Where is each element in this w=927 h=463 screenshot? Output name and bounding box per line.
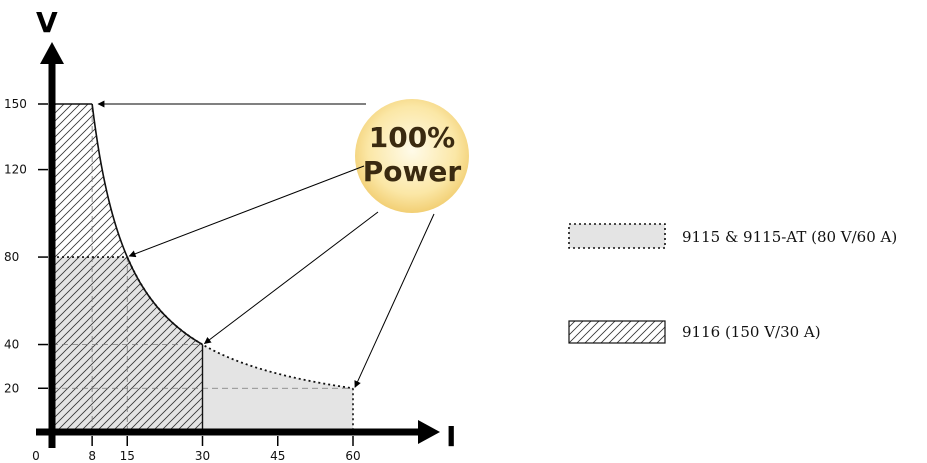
power-badge xyxy=(355,99,469,213)
legend-label-9115: 9115 & 9115-AT (80 V/60 A) xyxy=(682,228,897,246)
axes: V I 20 40 80 120 150 0 8 15 30 45 60 xyxy=(4,6,456,463)
annotation: 100%Power xyxy=(97,99,469,388)
power-arrow-3 xyxy=(354,213,435,388)
x-tick-label-0: 0 xyxy=(32,449,40,463)
x-tick-label-15: 15 xyxy=(120,449,135,463)
y-tick-label-80: 80 xyxy=(4,250,19,264)
legend-swatch-9116 xyxy=(568,320,666,344)
y-tick-label-150: 150 xyxy=(4,97,27,111)
y-tick-label-120: 120 xyxy=(4,163,27,177)
power-badge-line1: 100% xyxy=(369,121,456,154)
y-axis-arrowhead xyxy=(40,42,64,64)
legend-swatch-9115 xyxy=(568,223,666,249)
x-axis-arrowhead xyxy=(418,420,440,444)
x-axis-label: I xyxy=(446,420,456,453)
plot-area xyxy=(52,103,354,432)
y-tick-label-40: 40 xyxy=(4,338,19,352)
legend: 9115 & 9115-AT (80 V/60 A) 9116 (150 V/30… xyxy=(568,223,897,344)
legend-label-9116: 9116 (150 V/30 A) xyxy=(682,323,821,341)
power-badge-line2: Power xyxy=(363,155,462,188)
x-tick-label-8: 8 xyxy=(88,449,96,463)
power-arrow-2 xyxy=(203,211,379,344)
y-axis-label: V xyxy=(36,6,58,39)
x-tick-label-60: 60 xyxy=(345,449,360,463)
y-tick-label-20: 20 xyxy=(4,381,19,395)
x-tick-label-30: 30 xyxy=(195,449,210,463)
x-tick-label-45: 45 xyxy=(270,449,285,463)
power-arrow-1 xyxy=(128,165,365,258)
series-9116-curve xyxy=(91,103,203,346)
